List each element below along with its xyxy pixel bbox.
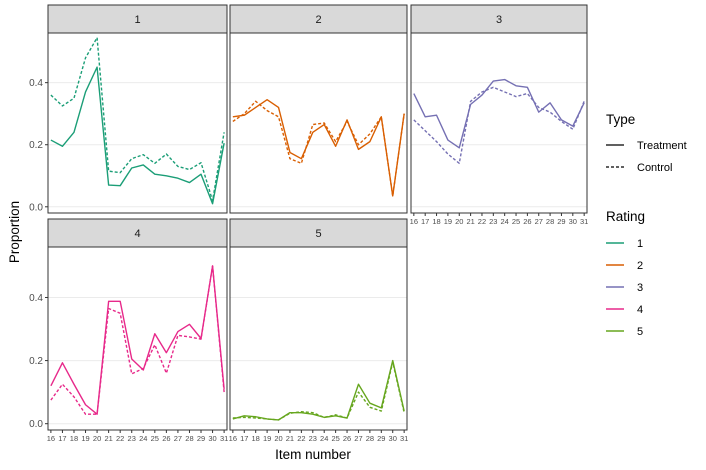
x-tick-label: 30 [208, 434, 216, 443]
facet-panels: 10.00.20.42 316 17 18 19 20 21 22 23 24 25 26 27 28 29… [29, 4, 588, 443]
x-tick-label: 24 [139, 434, 147, 443]
facet-strip-label: 2 [315, 14, 321, 26]
facet-strip-label: 1 [134, 14, 140, 26]
series-line-rating-3-control [413, 86, 585, 165]
x-tick-label: 28 [366, 434, 374, 443]
x-tick-label: 28 [546, 217, 554, 226]
x-tick-label: 26 [162, 434, 170, 443]
x-tick-label: 17 [240, 434, 248, 443]
x-tick-label: 28 [185, 434, 193, 443]
x-tick-label: 20 [274, 434, 282, 443]
x-tick-label: 26 [523, 217, 531, 226]
facet-panel-3: 3 16 17 18 19 20 21 22 23 24 25 26 27 28 29 30 31 [410, 4, 588, 226]
legend-label-rating-3: 3 [637, 282, 643, 294]
x-tick-label: 21 [104, 434, 112, 443]
legend-type: Type Treatment Control [606, 112, 687, 174]
y-axis-title: Proportion [7, 201, 22, 263]
x-tick-label: 25 [512, 217, 520, 226]
facet-strip-label: 5 [315, 228, 321, 240]
y-tick-label: 0.0 [29, 202, 43, 213]
x-tick-label: 27 [535, 217, 543, 226]
x-tick-label: 31 [220, 434, 228, 443]
facet-strip [229, 4, 408, 34]
series-line-rating-1-control [50, 36, 225, 202]
x-tick-label: 25 [151, 434, 159, 443]
series-line-rating-2-control [232, 100, 405, 197]
panel-border [229, 32, 408, 214]
legend-label-rating-2: 2 [637, 260, 643, 272]
panel-border [229, 246, 408, 431]
panel-border [410, 32, 588, 214]
x-tick-label: 22 [478, 217, 486, 226]
x-tick-label: 17 [421, 217, 429, 226]
y-tick-label: 0.4 [29, 78, 43, 89]
y-tick-label: 0.2 [29, 356, 43, 367]
legend-rating: Rating 1 2 3 4 5 [606, 209, 645, 338]
x-tick-label: 29 [557, 217, 565, 226]
x-tick-label: 19 [444, 217, 452, 226]
x-tick-label: 29 [197, 434, 205, 443]
x-tick-label: 16 [410, 217, 418, 226]
facet-strip-label: 3 [496, 14, 502, 26]
legend-type-title: Type [606, 112, 635, 127]
legend-label-control: Control [637, 162, 672, 174]
y-tick-label: 0.2 [29, 140, 43, 151]
x-tick-label: 16 [229, 434, 237, 443]
x-tick-label: 30 [569, 217, 577, 226]
series-line-rating-1-treatment [50, 66, 225, 205]
y-tick-label: 0.0 [29, 419, 43, 430]
series-line-rating-2-treatment [232, 99, 405, 197]
x-tick-label: 21 [286, 434, 294, 443]
facet-panel-1: 1 0.0 0.2 0.4 [29, 4, 228, 214]
x-tick-label: 31 [580, 217, 588, 226]
x-tick-label: 27 [354, 434, 362, 443]
legend-label-treatment: Treatment [637, 140, 687, 152]
x-tick-label: 29 [377, 434, 385, 443]
x-tick-label: 20 [93, 434, 101, 443]
x-tick-label: 18 [432, 217, 440, 226]
facet-strip-label: 4 [134, 228, 140, 240]
x-tick-label: 21 [466, 217, 474, 226]
x-tick-label: 20 [455, 217, 463, 226]
x-tick-label: 16 [47, 434, 55, 443]
x-tick-label: 23 [309, 434, 317, 443]
facet-strip [410, 4, 588, 34]
x-tick-label: 23 [128, 434, 136, 443]
x-tick-label: 24 [501, 217, 509, 226]
series-line-rating-4-treatment [50, 265, 225, 415]
x-tick-label: 19 [81, 434, 89, 443]
y-tick-label: 0.4 [29, 293, 43, 304]
x-axis-title: Item number [275, 447, 351, 462]
series-line-rating-5-treatment [232, 359, 405, 421]
x-tick-label: 18 [252, 434, 260, 443]
x-tick-label: 19 [263, 434, 271, 443]
legend-label-rating-1: 1 [637, 238, 643, 250]
x-tick-label: 25 [331, 434, 339, 443]
x-tick-label: 22 [116, 434, 124, 443]
facet-panel-5: 5 16 17 18 19 20 21 22 23 24 25 26 27 28 29 30 31 [229, 218, 408, 443]
legend-rating-title: Rating [606, 209, 645, 224]
x-tick-label: 17 [58, 434, 66, 443]
facet-panel-2: 2 [229, 4, 408, 214]
x-tick-label: 18 [70, 434, 78, 443]
x-tick-label: 31 [400, 434, 408, 443]
series-line-rating-5-control [232, 361, 405, 421]
legend-label-rating-4: 4 [637, 304, 643, 316]
x-tick-label: 22 [297, 434, 305, 443]
facet-strip [47, 4, 228, 34]
x-tick-label: 30 [389, 434, 397, 443]
x-tick-label: 23 [489, 217, 497, 226]
x-tick-label: 26 [343, 434, 351, 443]
x-tick-label: 24 [320, 434, 328, 443]
legend-label-rating-5: 5 [637, 326, 643, 338]
x-tick-label: 27 [174, 434, 182, 443]
series-line-rating-4-control [50, 265, 225, 415]
series-line-rating-3-treatment [413, 78, 585, 149]
panel-border [47, 32, 228, 214]
panel-border [47, 246, 228, 431]
facet-panel-4: 4 0.0 0.2 0.4 16 17 18 19 20 21 22 23 24 25 26 27 28 29 30… [29, 218, 228, 443]
